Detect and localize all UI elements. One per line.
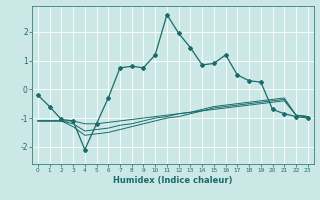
X-axis label: Humidex (Indice chaleur): Humidex (Indice chaleur)	[113, 176, 233, 185]
